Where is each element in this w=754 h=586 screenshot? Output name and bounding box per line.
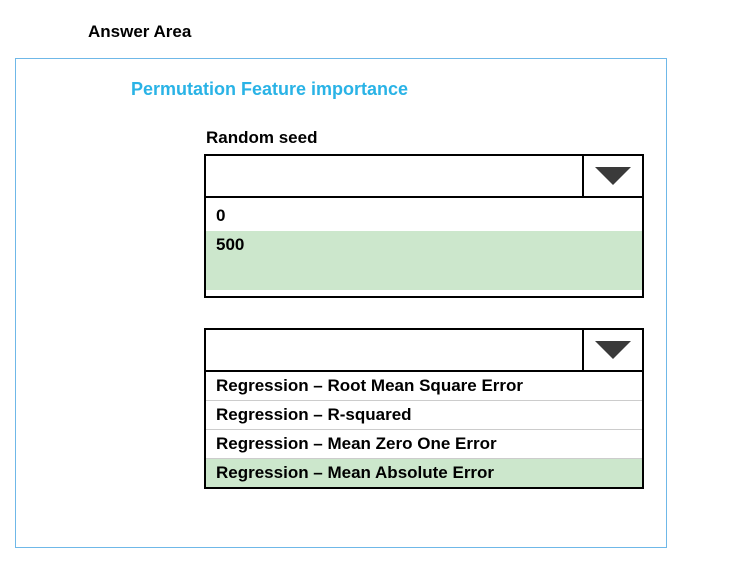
metric-value [206,330,582,370]
option-rsquared[interactable]: Regression – R-squared [206,400,642,429]
dropdown-arrow-cell[interactable] [582,330,642,370]
chevron-down-icon [593,339,633,361]
option-0[interactable]: 0 [206,198,642,230]
option-mae[interactable]: Regression – Mean Absolute Error [206,458,642,487]
metric-dropdown[interactable] [204,328,644,372]
page-title: Answer Area [88,22,191,42]
option-rmse[interactable]: Regression – Root Mean Square Error [206,372,642,400]
random-seed-label: Random seed [206,128,666,148]
option-500[interactable]: 500 [206,230,642,290]
random-seed-value [206,156,582,196]
metric-dropdown-block: Regression – Root Mean Square Error Regr… [204,328,644,489]
dropdown-arrow-cell[interactable] [582,156,642,196]
chevron-down-icon [593,165,633,187]
answer-area-panel: Permutation Feature importance Random se… [15,58,667,548]
random-seed-dropdown-block: 0 500 [204,154,644,298]
option-mzoe[interactable]: Regression – Mean Zero One Error [206,429,642,458]
section-title: Permutation Feature importance [131,79,666,100]
random-seed-dropdown[interactable] [204,154,644,198]
metric-options: Regression – Root Mean Square Error Regr… [204,372,644,489]
random-seed-options: 0 500 [204,198,644,298]
